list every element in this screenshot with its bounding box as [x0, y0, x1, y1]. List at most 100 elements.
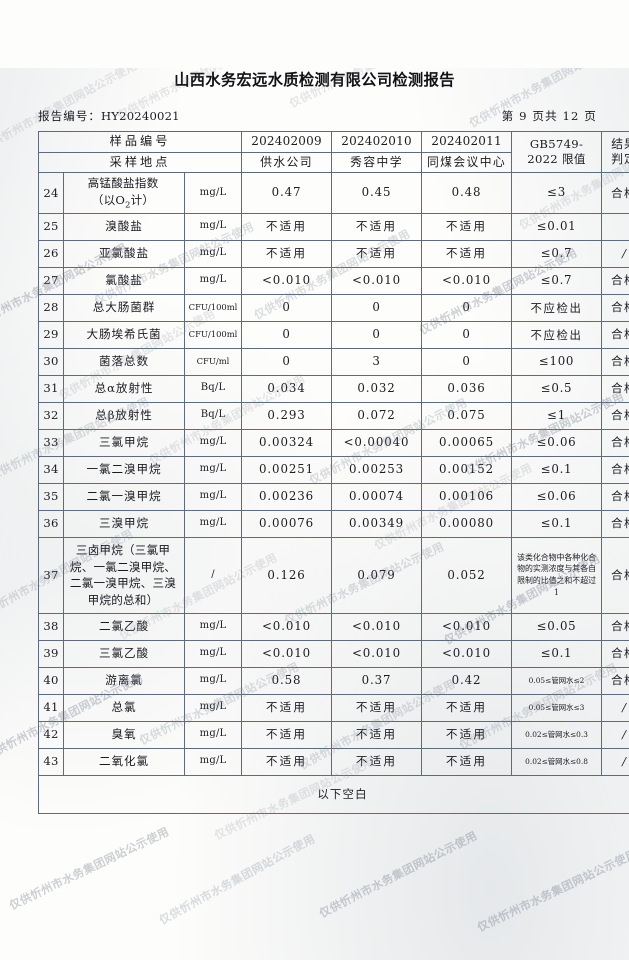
- watermark-text: 仅供忻州市水务集团网站公示使用: [475, 845, 629, 935]
- parameter-name: 臭氧: [64, 721, 185, 748]
- verdict-value: 合格: [602, 483, 629, 510]
- sample-value-2: 不适用: [332, 721, 422, 748]
- sample-value-2: <0.010: [332, 613, 422, 640]
- sample-value-3: <0.010: [422, 267, 512, 294]
- standard-limit-value: ≤0.01: [512, 213, 602, 240]
- sample-value-2: 0.072: [332, 402, 422, 429]
- report-number-value: HY20240021: [101, 109, 180, 123]
- header-site-1: 供水公司: [242, 152, 332, 173]
- standard-limit-value: 不应检出: [512, 294, 602, 321]
- sample-value-3: 0: [422, 294, 512, 321]
- verdict-value: /: [602, 694, 629, 721]
- parameter-unit: Bq/L: [185, 375, 242, 402]
- sample-value-1: 0: [242, 294, 332, 321]
- sample-value-3: 不适用: [422, 748, 512, 775]
- parameter-name: 三氯乙酸: [64, 640, 185, 667]
- verdict-value: /: [602, 240, 629, 267]
- verdict-value: 合格: [602, 267, 629, 294]
- verdict-value: 合格: [602, 640, 629, 667]
- parameter-unit: mg/L: [185, 429, 242, 456]
- standard-limit-value: 0.05≤管网水≤2: [512, 667, 602, 694]
- parameter-unit: CFU/100ml: [185, 294, 242, 321]
- sample-value-2: 不适用: [332, 748, 422, 775]
- sample-value-2: <0.00040: [332, 429, 422, 456]
- verdict-value: 合格: [602, 402, 629, 429]
- verdict-value: /: [602, 721, 629, 748]
- sample-value-1: 不适用: [242, 694, 332, 721]
- verdict-value: 合格: [602, 294, 629, 321]
- sample-value-3: 0.42: [422, 667, 512, 694]
- header-sample-no-2: 202402010: [332, 132, 422, 153]
- sample-value-2: <0.010: [332, 267, 422, 294]
- sample-value-1: 0: [242, 321, 332, 348]
- sample-value-2: 0: [332, 321, 422, 348]
- row-index: 33: [39, 429, 64, 456]
- parameter-name: 二氧化氯: [64, 748, 185, 775]
- parameter-unit: /: [185, 537, 242, 613]
- standard-limit-value: ≤3: [512, 173, 602, 214]
- row-index: 30: [39, 348, 64, 375]
- sample-value-3: <0.010: [422, 613, 512, 640]
- row-index: 26: [39, 240, 64, 267]
- sample-value-2: 0.37: [332, 667, 422, 694]
- sample-value-3: <0.010: [422, 640, 512, 667]
- header-row-sample-no: 样品编号 202402009 202402010 202402011 GB574…: [39, 132, 629, 153]
- sample-value-3: 0.00065: [422, 429, 512, 456]
- sample-value-2: 0: [332, 294, 422, 321]
- verdict-value: 合格: [602, 456, 629, 483]
- parameter-unit: Bq/L: [185, 402, 242, 429]
- parameter-name: 三卤甲烷（三氯甲烷、一氯二溴甲烷、二氯一溴甲烷、三溴甲烷的总和）: [64, 537, 185, 613]
- watermark-text: 仅供忻州市水务集团网站公示使用: [7, 823, 172, 913]
- parameter-name: 大肠埃希氏菌: [64, 321, 185, 348]
- parameter-name: 亚氯酸盐: [64, 240, 185, 267]
- standard-limit-value: ≤100: [512, 348, 602, 375]
- parameter-unit: mg/L: [185, 456, 242, 483]
- row-index: 32: [39, 402, 64, 429]
- results-table-wrapper: 样品编号 202402009 202402010 202402011 GB574…: [38, 131, 591, 814]
- sample-value-1: <0.010: [242, 613, 332, 640]
- verdict-value: /: [602, 748, 629, 775]
- sample-value-1: <0.010: [242, 640, 332, 667]
- sample-value-1: 不适用: [242, 721, 332, 748]
- water-quality-results-table: 样品编号 202402009 202402010 202402011 GB574…: [38, 131, 629, 814]
- sample-value-3: 0.052: [422, 537, 512, 613]
- sample-value-1: 不适用: [242, 748, 332, 775]
- parameter-unit: CFU/100ml: [185, 321, 242, 348]
- parameter-unit: mg/L: [185, 694, 242, 721]
- footnote-text: 以下空白: [39, 775, 629, 813]
- verdict-value: 合格: [602, 173, 629, 214]
- sample-value-2: 0.00253: [332, 456, 422, 483]
- parameter-unit: mg/L: [185, 267, 242, 294]
- sample-value-1: 不适用: [242, 213, 332, 240]
- parameter-name: 高锰酸盐指数（以O2计）: [64, 173, 185, 214]
- parameter-name: 总氯: [64, 694, 185, 721]
- report-page: 山西水务宏远水质检测有限公司检测报告 报告编号：HY20240021 第 9 页…: [0, 68, 629, 814]
- header-verdict-line1: 结果: [611, 137, 629, 151]
- sample-value-2: <0.010: [332, 640, 422, 667]
- page-indicator: 第 9 页共 12 页: [502, 108, 597, 124]
- standard-limit-value: 不应检出: [512, 321, 602, 348]
- parameter-name: 氯酸盐: [64, 267, 185, 294]
- row-index: 39: [39, 640, 64, 667]
- header-sample-no-3: 202402011: [422, 132, 512, 153]
- sample-value-2: 0.032: [332, 375, 422, 402]
- sample-value-2: 3: [332, 348, 422, 375]
- standard-limit-value: ≤0.7: [512, 240, 602, 267]
- verdict-value: 合格: [602, 510, 629, 537]
- parameter-unit: mg/L: [185, 613, 242, 640]
- sample-value-3: 0.48: [422, 173, 512, 214]
- sample-value-1: 不适用: [242, 240, 332, 267]
- sample-value-1: 0.58: [242, 667, 332, 694]
- sample-value-3: 0.00152: [422, 456, 512, 483]
- report-number-label: 报告编号：: [38, 109, 101, 123]
